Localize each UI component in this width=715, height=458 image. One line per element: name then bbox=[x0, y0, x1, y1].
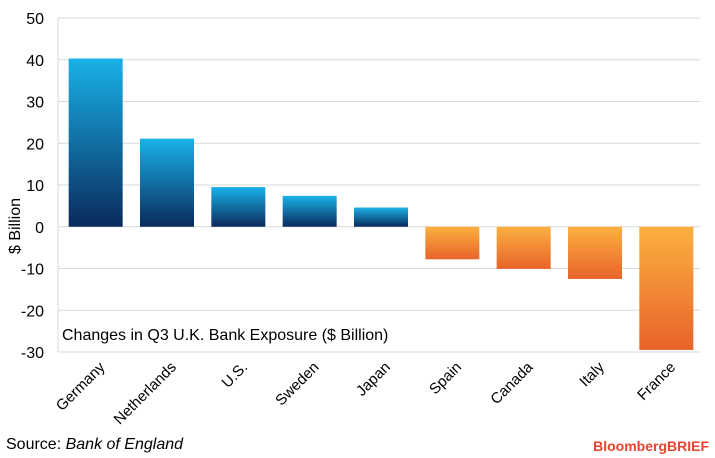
x-tick-label: Sweden bbox=[272, 359, 322, 409]
y-tick-label: 50 bbox=[26, 11, 44, 28]
y-tick-label: 20 bbox=[26, 136, 44, 153]
bar-spain bbox=[425, 226, 480, 260]
x-tick-label: Germany bbox=[53, 358, 109, 414]
x-tick-label: U.S. bbox=[219, 359, 252, 392]
x-tick-label: Spain bbox=[426, 359, 465, 398]
bar-sweden bbox=[282, 195, 337, 227]
bar-u-s bbox=[211, 187, 266, 227]
source-prefix: Source: bbox=[6, 436, 62, 453]
x-tick-label: Netherlands bbox=[111, 359, 180, 428]
y-tick-label: -20 bbox=[21, 303, 44, 320]
y-tick-label: 0 bbox=[35, 220, 44, 237]
brand-logo: BloombergBRIEF bbox=[593, 438, 709, 454]
source-note: Source: Bank of England bbox=[6, 436, 183, 454]
y-tick-label: -30 bbox=[21, 345, 44, 362]
y-tick-label: 10 bbox=[26, 178, 44, 195]
bar-france bbox=[639, 226, 694, 350]
bars bbox=[68, 58, 694, 350]
y-tick-label: -10 bbox=[21, 262, 44, 279]
y-tick-label: 30 bbox=[26, 95, 44, 112]
source-name: Bank of England bbox=[65, 436, 184, 453]
y-tick-label: 40 bbox=[26, 53, 44, 70]
chart-annotation: Changes in Q3 U.K. Bank Exposure ($ Bill… bbox=[62, 327, 388, 344]
bar-japan bbox=[354, 207, 408, 227]
x-tick-label: Japan bbox=[353, 359, 394, 400]
y-axis-ticks: 50 40 30 20 10 0 -10 -20 -30 bbox=[21, 11, 44, 362]
x-tick-label: France bbox=[634, 359, 679, 404]
x-tick-label: Italy bbox=[576, 358, 608, 390]
y-axis-title: $ Billion bbox=[7, 198, 24, 254]
bar-netherlands bbox=[140, 138, 194, 227]
bar-italy bbox=[568, 226, 622, 279]
bar-chart: 50 40 30 20 10 0 -10 -20 -30 Germany Netherlands U… bbox=[7, 11, 700, 428]
x-axis-labels: Germany Netherlands U.S. Sweden Japan Spain Ca… bbox=[53, 358, 679, 428]
bar-germany bbox=[68, 58, 123, 227]
bar-canada bbox=[496, 226, 551, 269]
x-tick-label: Canada bbox=[487, 358, 537, 408]
